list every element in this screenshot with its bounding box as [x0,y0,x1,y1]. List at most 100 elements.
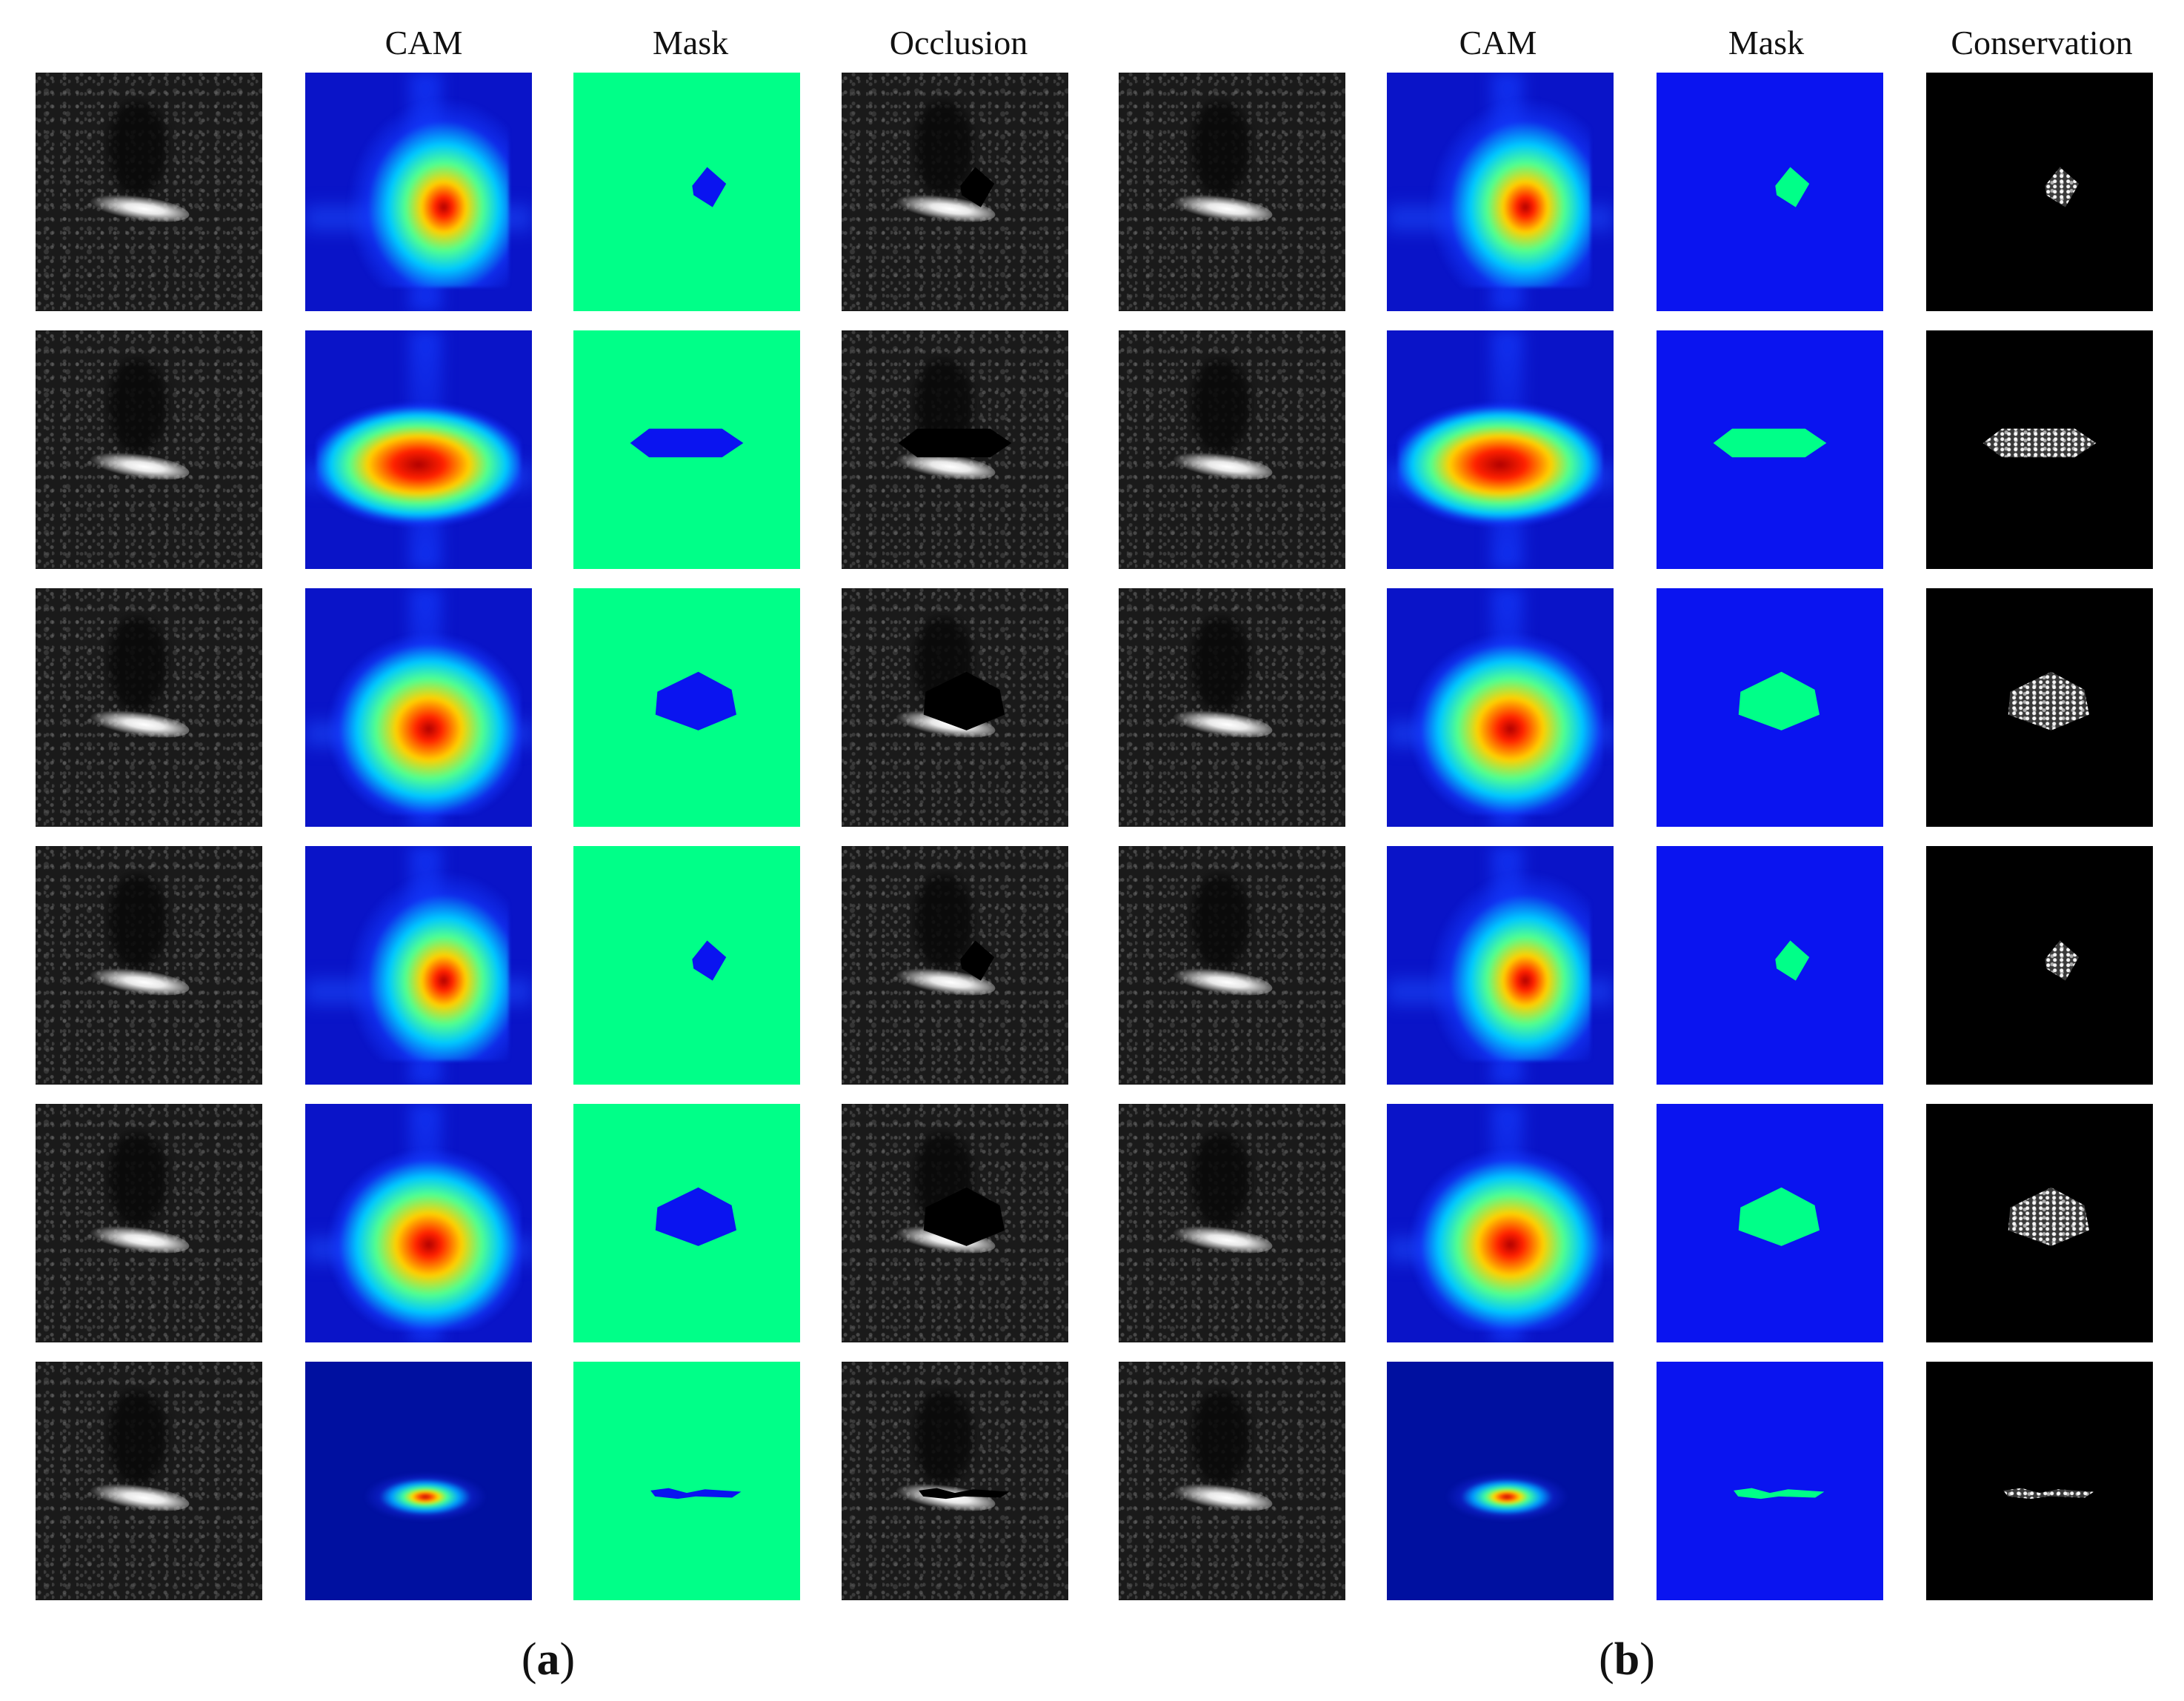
cam-heatmap-a-row-5 [305,1104,532,1342]
target-shadow [1191,616,1251,713]
target-shadow [107,616,167,713]
cam-heatmap-a-row-4 [305,846,532,1085]
sar-image-b-row-2 [1119,330,1345,569]
target-shadow [107,359,167,455]
conservation-image-row-6 [1926,1362,2153,1600]
cam-heatmap-b-row-1 [1387,73,1614,311]
conserved-region [2045,940,2080,981]
sar-image-a-row-5 [36,1104,262,1342]
header-mask-a: Mask [652,24,729,61]
occlusion-image-row-4 [842,846,1068,1085]
sar-image-b-row-4 [1119,846,1345,1085]
sar-image-b-row-6 [1119,1362,1345,1600]
cam-hotspot [1398,1116,1602,1331]
cam-heatmap-b-row-2 [1387,330,1614,569]
conserved-region [1982,428,2097,458]
cam-heatmap-b-row-4 [1387,846,1614,1085]
target-shadow [107,874,167,971]
mask-b-row-1 [1657,73,1883,311]
mask-b-row-2 [1657,330,1883,569]
caption-panel-a-letter: a [536,1634,560,1685]
cam-heatmap-a-row-2 [305,330,532,569]
header-cam-a: CAM [384,24,463,61]
cam-hotspot [316,600,521,815]
sar-image-a-row-3 [36,588,262,827]
mask-b-row-3 [1657,588,1883,827]
occlusion-image-row-5 [842,1104,1068,1342]
mask-region [1738,671,1820,730]
conservation-image-row-3 [1926,588,2153,827]
header-mask-b: Mask [1728,24,1805,61]
sar-image-b-row-1 [1119,73,1345,311]
occlusion-image-row-2 [842,330,1068,569]
cam-hotspot [350,1452,487,1534]
cam-hotspot [346,96,510,287]
mask-region [1775,167,1810,207]
mask-region [655,671,736,730]
mask-a-row-5 [573,1104,800,1342]
mask-region [650,1488,742,1499]
cam-hotspot [1428,870,1591,1061]
mask-region [630,428,744,458]
target-shadow [1191,874,1251,971]
cam-hotspot [316,378,521,536]
occlusion-image-row-3 [842,588,1068,827]
mask-region [692,167,727,207]
cam-heatmap-a-row-1 [305,73,532,311]
conservation-image-row-4 [1926,846,2153,1085]
cam-hotspot [1428,96,1591,287]
conserved-region [2045,167,2080,207]
target-shadow [1191,359,1251,455]
target-shadow [913,874,973,971]
header-conservation-b: Conservation [1951,24,2133,61]
header-occlusion-a: Occlusion [889,24,1028,61]
mask-a-row-4 [573,846,800,1085]
sar-image-a-row-2 [36,330,262,569]
cam-heatmap-a-row-6 [305,1362,532,1600]
conservation-image-row-2 [1926,330,2153,569]
mask-region [1775,940,1810,981]
mask-a-row-1 [573,73,800,311]
sar-image-b-row-5 [1119,1104,1345,1342]
header-cam-b: CAM [1459,24,1537,61]
conserved-region [2008,1187,2089,1246]
occlusion-image-row-6 [842,1362,1068,1600]
caption-panel-a: (a) [521,1634,576,1685]
cam-heatmap-a-row-3 [305,588,532,827]
mask-b-row-5 [1657,1104,1883,1342]
mask-a-row-2 [573,330,800,569]
sar-image-a-row-6 [36,1362,262,1600]
cam-hotspot [1432,1452,1568,1534]
conservation-image-row-5 [1926,1104,2153,1342]
caption-panel-b-letter: b [1614,1634,1640,1685]
target-shadow [913,101,973,197]
conserved-region [2003,1488,2094,1499]
mask-region [1713,428,1827,458]
cam-hotspot [316,1116,521,1331]
target-shadow [107,101,167,197]
cam-heatmap-b-row-6 [1387,1362,1614,1600]
mask-region [692,940,727,981]
target-shadow [913,1390,973,1486]
mask-region [655,1187,736,1246]
mask-a-row-6 [573,1362,800,1600]
conservation-image-row-1 [1926,73,2153,311]
occluded-region [919,1488,1010,1499]
cam-heatmap-b-row-5 [1387,1104,1614,1342]
target-shadow [107,1390,167,1486]
caption-panel-b: (b) [1599,1634,1655,1685]
conserved-region [2008,671,2089,730]
cam-hotspot [1398,600,1602,815]
target-shadow [1191,1390,1251,1486]
sar-image-b-row-3 [1119,588,1345,827]
cam-heatmap-b-row-3 [1387,588,1614,827]
cam-hotspot [346,870,510,1061]
target-shadow [107,1132,167,1228]
mask-region [1734,1488,1825,1499]
target-shadow [1191,1132,1251,1228]
sar-image-a-row-1 [36,73,262,311]
mask-a-row-3 [573,588,800,827]
sar-image-a-row-4 [36,846,262,1085]
cam-hotspot [1398,378,1602,536]
mask-region [1738,1187,1820,1246]
